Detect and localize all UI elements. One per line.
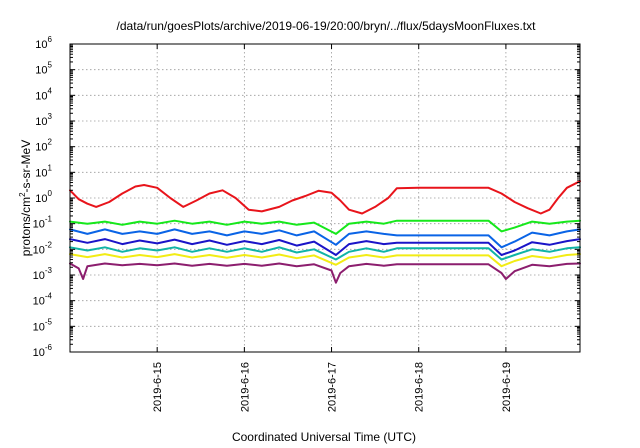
series-line-1 bbox=[69, 180, 581, 215]
y-tick-base: 10 bbox=[35, 65, 47, 77]
y-tick-label: 101 bbox=[35, 163, 52, 179]
y-tick-label: 105 bbox=[35, 61, 52, 77]
series-line-4 bbox=[69, 238, 581, 256]
plot-series bbox=[69, 180, 581, 284]
y-tick-exponent: 5 bbox=[48, 61, 53, 70]
y-tick-exponent: 4 bbox=[48, 86, 53, 95]
y-tick-base: 10 bbox=[33, 321, 45, 333]
y-tick-exponent: 1 bbox=[48, 163, 53, 172]
y-tick-label: 10-3 bbox=[33, 266, 53, 282]
y-tick-label: 106 bbox=[35, 35, 52, 51]
y-tick-label: 100 bbox=[35, 189, 52, 205]
y-tick-exponent: 0 bbox=[48, 189, 53, 198]
y-tick-base: 10 bbox=[33, 296, 45, 308]
x-tick-label: 2019-6-16 bbox=[239, 362, 251, 412]
y-tick-base: 10 bbox=[35, 193, 47, 205]
y-tick-exponent: 2 bbox=[48, 138, 53, 147]
y-tick-label: 104 bbox=[35, 86, 52, 102]
y-tick-base: 10 bbox=[35, 116, 47, 128]
series-line-3 bbox=[69, 228, 581, 249]
y-tick-base: 10 bbox=[35, 90, 47, 102]
series-line-7 bbox=[69, 262, 581, 284]
chart-title: /data/run/goesPlots/archive/2019-06-19/2… bbox=[117, 19, 537, 33]
x-axis-label: Coordinated Universal Time (UTC) bbox=[232, 430, 416, 444]
y-tick-base: 10 bbox=[35, 39, 47, 51]
y-axis-ticks: 10-610-510-410-310-210-11001011021031041… bbox=[33, 35, 580, 359]
y-tick-label: 10-5 bbox=[33, 317, 53, 333]
y-tick-base: 10 bbox=[35, 142, 47, 154]
y-tick-exponent: -6 bbox=[45, 343, 53, 352]
y-tick-base: 10 bbox=[33, 244, 45, 256]
y-tick-exponent: 6 bbox=[48, 35, 53, 44]
x-axis-ticks: 2019-6-15 2019-6-16 2019-6-17 2019-6-18 2019… bbox=[152, 44, 513, 412]
x-tick-label: 2019-6-18 bbox=[414, 362, 426, 412]
series-line-2 bbox=[69, 219, 581, 235]
y-axis-label-superscript: 2 bbox=[18, 192, 27, 197]
grid bbox=[70, 44, 580, 352]
y-tick-label: 10-1 bbox=[33, 215, 53, 231]
y-axis-label: protons/cm2-s-sr-MeV bbox=[18, 140, 33, 256]
series-line-6 bbox=[69, 253, 581, 268]
x-tick-label: 2019-6-19 bbox=[501, 362, 513, 412]
y-tick-label: 103 bbox=[35, 112, 52, 128]
y-axis-label-unit: -s-sr-MeV bbox=[19, 140, 33, 193]
y-tick-base: 10 bbox=[33, 219, 45, 231]
y-tick-base: 10 bbox=[35, 167, 47, 179]
y-tick-label: 10-6 bbox=[33, 343, 53, 359]
y-axis-label-main: protons/cm bbox=[19, 197, 33, 256]
y-tick-exponent: 3 bbox=[48, 112, 53, 121]
x-tick-label: 2019-6-17 bbox=[327, 362, 339, 412]
y-tick-exponent: -3 bbox=[45, 266, 53, 275]
y-tick-base: 10 bbox=[33, 270, 45, 282]
y-tick-base: 10 bbox=[33, 347, 45, 359]
y-tick-exponent: -1 bbox=[45, 215, 53, 224]
y-tick-exponent: -4 bbox=[45, 292, 53, 301]
series-line-5 bbox=[69, 246, 581, 261]
y-tick-exponent: -5 bbox=[45, 317, 53, 326]
y-tick-exponent: -2 bbox=[45, 240, 53, 249]
y-tick-label: 10-4 bbox=[33, 292, 53, 308]
y-tick-label: 102 bbox=[35, 138, 52, 154]
x-tick-label: 2019-6-15 bbox=[152, 362, 164, 412]
y-tick-label: 10-2 bbox=[33, 240, 53, 256]
